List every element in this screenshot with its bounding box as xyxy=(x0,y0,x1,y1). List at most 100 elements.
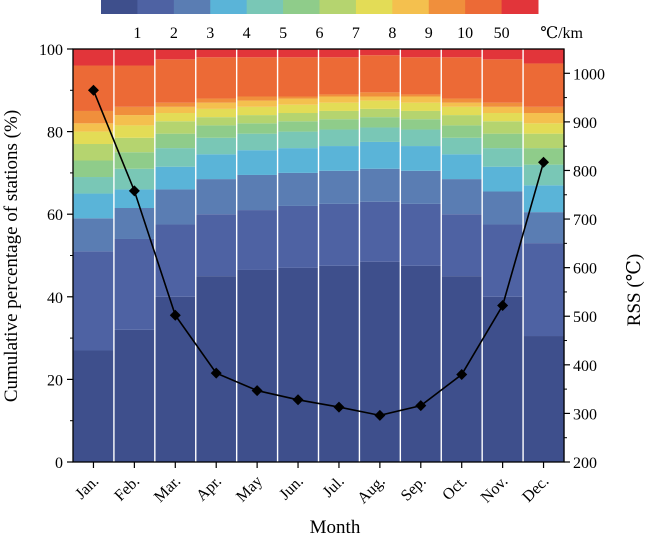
bar-segment-6-8 xyxy=(277,104,320,114)
bar-segment-12-7 xyxy=(523,133,565,149)
bar-segment-6-5 xyxy=(277,131,320,149)
bar-segment-5-4 xyxy=(236,150,279,175)
bar-segment-3-5 xyxy=(154,148,197,167)
bar-segment-6-3 xyxy=(277,172,320,206)
legend-swatch xyxy=(465,0,503,14)
bar-segment-12-6 xyxy=(523,148,565,165)
legend-tick-label: 5 xyxy=(279,25,287,42)
bar-segment-11-4 xyxy=(482,166,524,192)
rss-point xyxy=(415,400,427,412)
bar-segment-8-4 xyxy=(359,141,401,169)
legend-swatch xyxy=(173,0,211,14)
bar-segment-11-11 xyxy=(482,59,524,103)
bar-segment-11-8 xyxy=(482,113,524,122)
bar-segment-11-9 xyxy=(482,106,524,114)
bar-segment-9-11 xyxy=(400,57,442,95)
bar-segment-3-10 xyxy=(154,102,197,107)
bar-segment-1-9 xyxy=(73,123,115,132)
bar-segment-12-12 xyxy=(523,49,565,64)
rss-point xyxy=(169,309,181,321)
bar-segment-8-1 xyxy=(359,261,401,462)
bar-segment-4-8 xyxy=(195,108,238,118)
bar-segment-9-9 xyxy=(400,96,442,103)
bar-segment-10-11 xyxy=(441,57,483,99)
rss-point xyxy=(333,401,345,413)
bar-segment-7-10 xyxy=(318,94,361,97)
bar-segment-5-8 xyxy=(236,106,279,116)
bar-segment-12-5 xyxy=(523,164,565,186)
bar-segment-5-3 xyxy=(236,174,279,211)
bar-segment-3-6 xyxy=(154,133,197,149)
bar-segment-12-9 xyxy=(523,113,565,124)
rss-point xyxy=(292,394,304,406)
bar-segment-10-9 xyxy=(441,102,483,107)
bar-segment-11-1 xyxy=(482,296,524,462)
bar-segment-6-9 xyxy=(277,98,320,105)
legend-tick-label: 10 xyxy=(457,25,473,42)
x-tick-label: Mar. xyxy=(151,473,184,506)
bar-segment-12-1 xyxy=(523,336,565,462)
bar-segment-1-2 xyxy=(73,251,115,351)
rss-point xyxy=(210,367,222,379)
bar-segment-7-9 xyxy=(318,96,361,103)
bar-segment-3-7 xyxy=(154,121,197,134)
bar-segment-5-1 xyxy=(236,269,279,462)
bar-segment-10-3 xyxy=(441,179,483,215)
y-tick-label: 60 xyxy=(47,207,63,224)
rss-point xyxy=(538,156,550,168)
bar-segment-2-4 xyxy=(113,189,156,209)
bar-segment-5-11 xyxy=(236,57,279,97)
bar-segment-2-9 xyxy=(113,115,156,126)
bar-segment-11-12 xyxy=(482,49,524,60)
bar-segment-4-11 xyxy=(195,57,238,99)
bar-segment-10-12 xyxy=(441,49,483,58)
bar-segment-6-10 xyxy=(277,96,320,99)
bar-segment-8-5 xyxy=(359,127,401,142)
x-axis-title: Month xyxy=(310,517,361,538)
bar-segment-10-7 xyxy=(441,115,483,126)
x-tick-label: Apr. xyxy=(193,473,225,505)
bar-segment-6-7 xyxy=(277,113,320,122)
legend-swatch xyxy=(210,0,248,14)
bar-segment-1-12 xyxy=(73,49,115,66)
y2-tick-label: 200 xyxy=(573,455,597,472)
bar-segment-8-10 xyxy=(359,92,401,97)
bar-segment-5-6 xyxy=(236,123,279,134)
bar-segment-9-1 xyxy=(400,265,442,462)
bar-segment-11-2 xyxy=(482,224,524,297)
x-axis: Jan. Feb. Mar. Apr. May Jun. Jul. Aug. Sep. Oct. N… xyxy=(72,462,552,507)
legend-unit: ℃/km xyxy=(540,25,583,42)
bar-segment-1-6 xyxy=(73,160,115,178)
bar-segment-7-4 xyxy=(318,146,361,171)
legend-tick-label: 2 xyxy=(170,25,178,42)
legend-swatch xyxy=(101,0,138,14)
bar-segment-11-5 xyxy=(482,148,524,167)
bar-segment-7-2 xyxy=(318,203,361,266)
bar-segment-1-5 xyxy=(73,177,115,194)
bar-segment-8-6 xyxy=(359,117,401,128)
bar-segment-8-12 xyxy=(359,49,401,56)
bar-segment-11-6 xyxy=(482,133,524,149)
bar-segment-2-12 xyxy=(113,49,156,66)
bar-segment-8-11 xyxy=(359,55,401,93)
x-tick-label: Oct. xyxy=(439,473,470,504)
y-tick-label: 80 xyxy=(47,125,63,142)
bar-segment-1-7 xyxy=(73,143,115,161)
x-tick-label: Sep. xyxy=(398,473,430,505)
bar-segment-3-9 xyxy=(154,106,197,114)
bar-segment-4-2 xyxy=(195,214,238,277)
bar-segment-3-4 xyxy=(154,166,197,190)
legend-tick-label: 7 xyxy=(352,25,360,42)
bar-segment-4-5 xyxy=(195,137,238,155)
x-tick-label: Dec. xyxy=(519,473,552,506)
bar-segment-9-2 xyxy=(400,203,442,266)
bar-segment-5-10 xyxy=(236,96,279,101)
bar-segment-12-11 xyxy=(523,63,565,107)
stacked-bars xyxy=(73,49,565,462)
bar-segment-10-1 xyxy=(441,276,483,462)
bar-segment-3-1 xyxy=(154,296,197,462)
bar-segment-9-4 xyxy=(400,146,442,171)
y2-tick-label: 300 xyxy=(573,406,597,423)
legend: 1 2 3 4 5 6 7 8 9 10 50 ℃/km xyxy=(101,0,584,42)
